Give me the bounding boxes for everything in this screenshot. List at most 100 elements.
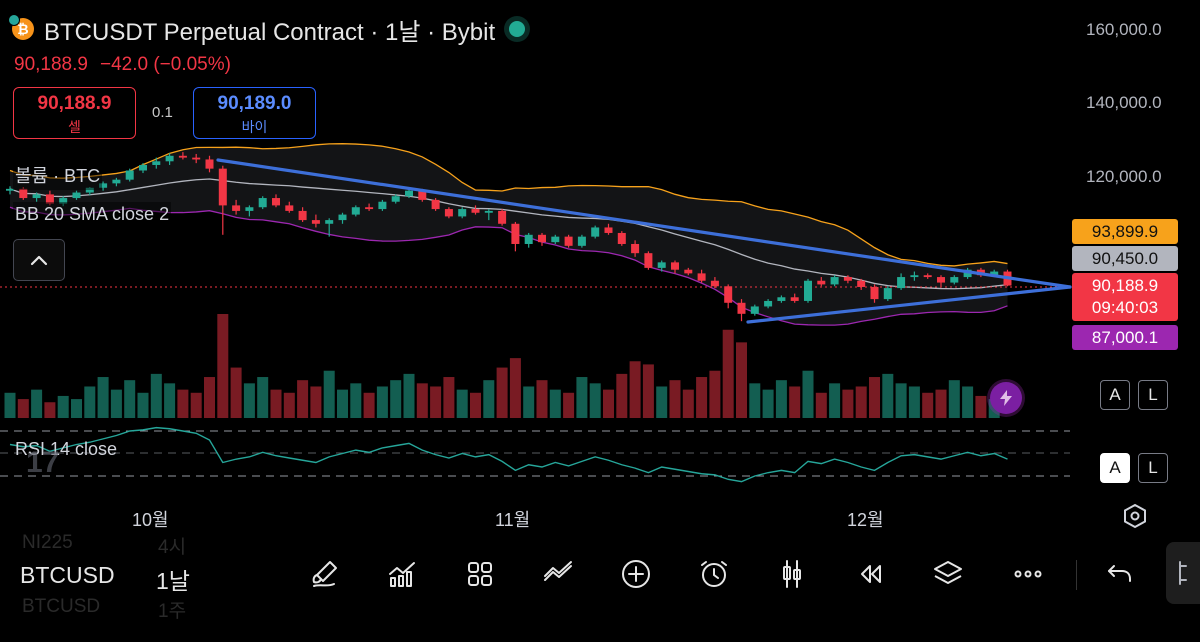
candle (365, 203, 374, 211)
volume-legend[interactable]: 볼륨 · BTC (13, 160, 103, 190)
candle-body (99, 183, 108, 188)
volume-bar (97, 377, 109, 418)
sell-button[interactable]: 90,188.9 셀 (13, 87, 136, 139)
candle-body (963, 269, 972, 278)
volume-bar (376, 386, 388, 418)
candle (963, 267, 972, 279)
rsi-log-scale-button[interactable]: L (1138, 453, 1168, 483)
replay-icon[interactable] (852, 556, 888, 592)
candle (45, 190, 54, 206)
more-icon[interactable] (1010, 556, 1046, 592)
candle (750, 304, 759, 316)
candle (937, 275, 945, 287)
symbol-header[interactable]: ₿ BTCUSDT Perpetual Contract · 1날 · Bybi… (8, 12, 538, 46)
candle-body (298, 210, 307, 221)
volume-bar (603, 389, 614, 418)
candle-body (843, 277, 852, 281)
candle (817, 277, 826, 287)
candle (378, 199, 387, 211)
candle-body (311, 220, 320, 224)
candle-body (258, 198, 267, 208)
trendlines[interactable] (216, 158, 1072, 324)
compare-icon[interactable] (540, 556, 576, 592)
price-change: −42.0 (−0.05%) (99, 54, 231, 75)
bottom-toolbar: NI225 4시 BTCUSD 1주 BTCUSD 1날 (0, 532, 1200, 642)
volume-bar (456, 389, 468, 418)
candle (591, 225, 600, 239)
candle (232, 199, 241, 215)
layers-icon[interactable] (930, 556, 966, 592)
candle (604, 223, 613, 235)
indicators-icon[interactable] (384, 556, 420, 592)
candle-body (351, 207, 360, 215)
bb-upper-label: 93,899.9 (1072, 219, 1178, 244)
volume-bar (416, 383, 428, 418)
ghost-symbol-2: BTCUSD (22, 596, 101, 617)
candle-body (724, 286, 733, 303)
quote-row: 90,188.9 −42.0 (−0.05%) (14, 54, 231, 76)
interval-selector[interactable]: 1날 (156, 568, 190, 594)
volume-bar (802, 370, 814, 418)
candle-body (671, 262, 679, 270)
log-scale-button[interactable]: L (1138, 380, 1168, 410)
symbol-selector[interactable]: BTCUSD (20, 562, 115, 588)
candle-type-icon[interactable] (774, 556, 810, 592)
candle (218, 165, 227, 235)
volume-bar (509, 358, 521, 418)
volume-bar (855, 386, 867, 418)
undo-icon[interactable] (1102, 556, 1138, 592)
buy-button[interactable]: 90,189.0 바이 (193, 87, 316, 139)
rsi-auto-scale-button[interactable]: A (1100, 453, 1130, 483)
candle (458, 207, 467, 219)
candle-body (990, 271, 999, 276)
candle (351, 205, 360, 217)
lightning-icon[interactable] (990, 382, 1022, 414)
candle (311, 214, 320, 228)
volume-bar (523, 386, 535, 418)
month-label-nov: 11월 (495, 510, 531, 530)
price-tick-140000: 140,000.0 (1086, 93, 1162, 112)
candle-body (338, 214, 347, 221)
sidebar-icon[interactable] (1166, 542, 1200, 604)
candle-body (524, 234, 533, 244)
candle (737, 299, 746, 322)
candle-body (897, 277, 906, 289)
chevron-up-icon (30, 255, 48, 266)
candle-body (405, 190, 413, 197)
bollinger-bands (9, 143, 1008, 326)
sell-label: 셀 (68, 119, 81, 135)
chart-settings-icon[interactable] (1122, 503, 1148, 534)
price-tick-160000: 160,000.0 (1086, 20, 1162, 39)
bb-upper-line (9, 143, 1008, 267)
candle (671, 260, 679, 274)
volume-bar (57, 395, 69, 418)
volume-bar (150, 373, 162, 418)
ascending-trendline (746, 285, 1072, 324)
candle-body (365, 207, 374, 210)
brush-icon[interactable] (306, 556, 342, 592)
layout-grid-icon[interactable] (462, 556, 498, 592)
volume-bar (975, 395, 987, 418)
auto-scale-button[interactable]: A (1100, 380, 1130, 410)
candle-body (617, 232, 626, 244)
candle-body (152, 161, 161, 165)
bollinger-legend[interactable]: BB 20 SMA close 2 (13, 202, 172, 227)
candle (577, 234, 586, 248)
collapse-legend-button[interactable] (13, 239, 65, 281)
candle (843, 275, 852, 284)
candle (950, 275, 959, 285)
rsi-legend[interactable]: RSI 14 close (15, 439, 118, 459)
symbol-title[interactable]: BTCUSDT Perpetual Contract · 1날 · Bybit (44, 18, 496, 46)
alarm-icon[interactable] (696, 556, 732, 592)
volume-bars (4, 314, 1000, 418)
candle (72, 190, 81, 200)
volume-bar (935, 389, 947, 418)
add-icon[interactable] (618, 556, 654, 592)
volume-bar (908, 386, 920, 418)
volume-bar (948, 380, 960, 418)
candle-body (125, 170, 134, 180)
volume-bar (815, 392, 827, 418)
volume-bar (709, 370, 721, 418)
volume-bar (124, 380, 136, 418)
